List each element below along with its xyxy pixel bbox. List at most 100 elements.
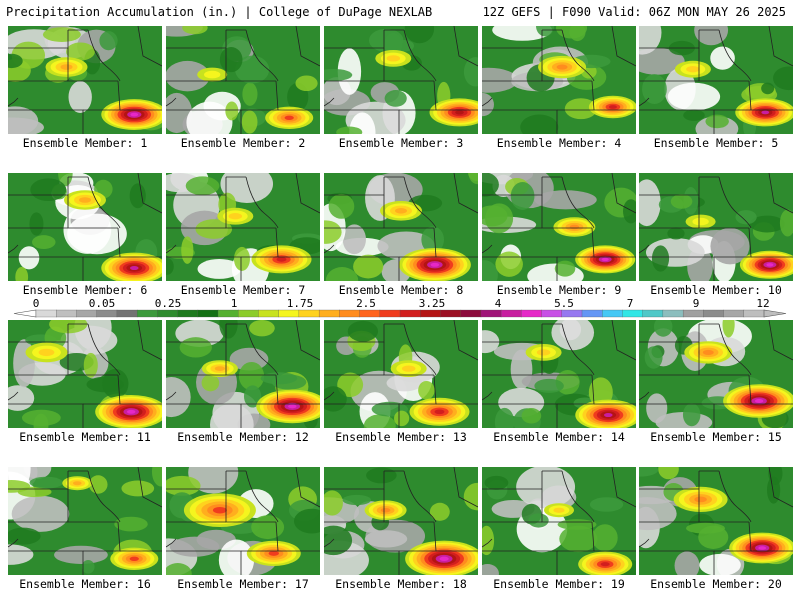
colorbar-swatch — [116, 309, 138, 318]
ensemble-member-label: Ensemble Member: 19 — [493, 577, 625, 591]
precip-map — [482, 320, 636, 428]
colorbar-swatch — [399, 309, 421, 318]
precip-map — [639, 173, 793, 281]
ensemble-member-map — [8, 320, 162, 428]
ensemble-member-map — [639, 26, 793, 134]
ensemble-member-label: Ensemble Member: 17 — [177, 577, 309, 591]
colorbar-swatch — [278, 309, 300, 318]
precip-map — [324, 173, 478, 281]
colorbar-tick-label: 12 — [756, 297, 770, 310]
ensemble-member-map — [324, 26, 478, 134]
colorbar-swatch — [521, 309, 543, 318]
precip-map — [8, 320, 162, 428]
ensemble-member-label: Ensemble Member: 16 — [19, 577, 151, 591]
colorbar-tick-label: 9 — [692, 297, 700, 310]
precip-map — [639, 467, 793, 575]
ensemble-member-map — [482, 26, 636, 134]
ensemble-member-map — [482, 173, 636, 281]
ensemble-member-map — [324, 467, 478, 575]
colorbar-swatch — [258, 309, 280, 318]
precip-map — [482, 467, 636, 575]
precip-map — [166, 173, 320, 281]
model-run-valid-time: 12Z GEFS | F090 Valid: 06Z MON MAY 26 20… — [482, 5, 786, 19]
colorbar-tick-label: 1.75 — [286, 297, 314, 310]
colorbar-right-arrow — [763, 309, 787, 318]
colorbar-swatch — [743, 309, 765, 318]
colorbar-swatch — [217, 309, 239, 318]
chart-title: Precipitation Accumulation (in.) | Colle… — [6, 5, 433, 19]
colorbar-swatch — [157, 309, 179, 318]
colorbar-swatch — [420, 309, 441, 318]
ensemble-member-label: Ensemble Member: 12 — [177, 430, 309, 444]
precip-map — [482, 173, 636, 281]
colorbar-swatch — [238, 309, 259, 318]
ensemble-member-map — [8, 467, 162, 575]
ensemble-member-map — [482, 467, 636, 575]
colorbar-swatch — [723, 309, 745, 318]
colorbar-tick-label: 3.25 — [418, 297, 446, 310]
ensemble-member-map — [639, 173, 793, 281]
colorbar-tick-label: 0.25 — [154, 297, 182, 310]
ensemble-member-label: Ensemble Member: 15 — [650, 430, 782, 444]
colorbar-tick-label: 0 — [32, 297, 40, 310]
colorbar-tick-label: 4 — [494, 297, 502, 310]
ensemble-member-map — [8, 26, 162, 134]
colorbar-swatch — [35, 309, 57, 318]
ensemble-member-map — [166, 467, 320, 575]
ensemble-member-label: Ensemble Member: 20 — [650, 577, 782, 591]
ensemble-member-map — [482, 320, 636, 428]
colorbar-swatch — [642, 309, 664, 318]
ensemble-member-map — [166, 320, 320, 428]
colorbar-tick-label: 2.5 — [356, 297, 376, 310]
colorbar-swatch — [682, 309, 704, 318]
ensemble-member-map — [324, 320, 478, 428]
colorbar-tick-label: 1 — [230, 297, 238, 310]
precipitation-colorbar — [13, 309, 787, 318]
ensemble-member-label: Ensemble Member: 7 — [180, 283, 306, 297]
precip-map — [8, 173, 162, 281]
colorbar-swatch — [298, 309, 320, 318]
colorbar-swatch — [541, 309, 563, 318]
colorbar-swatch — [440, 309, 462, 318]
colorbar-swatch — [56, 309, 77, 318]
ensemble-member-label: Ensemble Member: 2 — [180, 136, 306, 150]
ensemble-member-map — [639, 320, 793, 428]
colorbar-left-arrow — [13, 309, 37, 318]
colorbar-tick-label: 7 — [626, 297, 634, 310]
precip-map — [166, 467, 320, 575]
colorbar-swatch — [96, 309, 118, 318]
ensemble-member-label: Ensemble Member: 6 — [22, 283, 148, 297]
precip-map — [482, 26, 636, 134]
colorbar-swatch — [177, 309, 199, 318]
precip-map — [639, 320, 793, 428]
colorbar-swatch — [480, 309, 502, 318]
colorbar-swatch — [602, 309, 623, 318]
ensemble-member-label: Ensemble Member: 9 — [496, 283, 622, 297]
precip-map — [166, 26, 320, 134]
ensemble-member-map — [166, 26, 320, 134]
colorbar-swatch — [662, 309, 684, 318]
ensemble-member-label: Ensemble Member: 8 — [338, 283, 464, 297]
precip-map — [324, 320, 478, 428]
colorbar-swatch — [379, 309, 401, 318]
ensemble-member-label: Ensemble Member: 1 — [22, 136, 148, 150]
colorbar-swatch — [500, 309, 522, 318]
precip-map — [8, 467, 162, 575]
precip-map — [324, 467, 478, 575]
colorbar-swatch — [318, 309, 340, 318]
precip-map — [639, 26, 793, 134]
precip-map — [324, 26, 478, 134]
ensemble-member-label: Ensemble Member: 10 — [650, 283, 782, 297]
ensemble-member-label: Ensemble Member: 5 — [653, 136, 779, 150]
colorbar-swatch — [197, 309, 219, 318]
colorbar-tick-label: 5.5 — [554, 297, 574, 310]
colorbar-swatch — [622, 309, 644, 318]
ensemble-member-label: Ensemble Member: 4 — [496, 136, 622, 150]
ensemble-member-map — [8, 173, 162, 281]
ensemble-member-label: Ensemble Member: 3 — [338, 136, 464, 150]
ensemble-member-label: Ensemble Member: 14 — [493, 430, 625, 444]
colorbar-swatch — [136, 309, 158, 318]
ensemble-member-map — [324, 173, 478, 281]
colorbar-swatch — [703, 309, 725, 318]
colorbar-swatch — [339, 309, 361, 318]
